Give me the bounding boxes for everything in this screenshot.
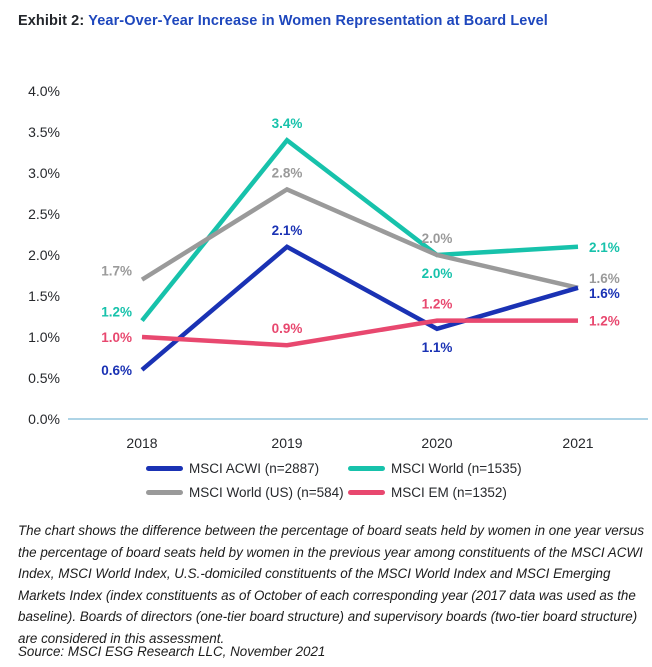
- series-line-3: [141, 318, 578, 348]
- series-line-2: [140, 186, 579, 290]
- chart-footnote: The chart shows the difference between t…: [18, 523, 645, 646]
- source-note: Source: MSCI ESG Research LLC, November …: [18, 644, 326, 659]
- exhibit-title-text: Year-Over-Year Increase in Women Represe…: [88, 13, 548, 29]
- y-tick-label: 3.0%: [28, 165, 60, 181]
- y-tick-label: 1.5%: [28, 288, 60, 304]
- point-label: 2.0%: [422, 266, 453, 281]
- point-label: 2.8%: [272, 165, 303, 180]
- series-line-0: [140, 244, 579, 372]
- series-line-1: [140, 137, 579, 323]
- point-label: 2.0%: [422, 231, 453, 246]
- point-label: 3.4%: [272, 116, 303, 131]
- line-chart: 4.0% 3.5% 3.0% 2.5% 2.0% 1.5% 1.0% 0.5% 0.0% 2018…: [28, 83, 648, 451]
- x-tick-label: 2021: [562, 435, 593, 451]
- point-label: 1.6%: [589, 286, 620, 301]
- exhibit-number: Exhibit 2:: [18, 13, 85, 29]
- y-tick-label: 4.0%: [28, 83, 60, 99]
- point-label: 1.2%: [589, 314, 620, 329]
- point-label: 1.6%: [589, 271, 620, 286]
- page-title: Exhibit 2: Year-Over-Year Increase in Wom…: [18, 13, 548, 29]
- x-tick-label: 2018: [126, 435, 157, 451]
- legend-item-msci-acwi: MSCI ACWI (n=2887): [146, 461, 348, 476]
- y-tick-label: 0.5%: [28, 370, 60, 386]
- legend-item-msci-world-us: MSCI World (US) (n=584): [146, 485, 348, 500]
- x-tick-label: 2020: [421, 435, 452, 451]
- legend-swatch-msci-world: [348, 466, 385, 471]
- legend-item-msci-world: MSCI World (n=1535): [348, 461, 522, 476]
- point-label: 0.9%: [272, 321, 303, 336]
- point-label: 2.1%: [272, 223, 303, 238]
- point-label: 2.1%: [589, 240, 620, 255]
- y-tick-label: 1.0%: [28, 329, 60, 345]
- y-tick-label: 3.5%: [28, 124, 60, 140]
- legend-label: MSCI World (n=1535): [391, 461, 522, 476]
- legend-swatch-msci-em: [348, 490, 385, 495]
- point-label: 1.7%: [101, 264, 132, 279]
- y-tick-label: 0.0%: [28, 411, 60, 427]
- x-tick-label: 2019: [271, 435, 302, 451]
- y-tick-label: 2.5%: [28, 206, 60, 222]
- point-label: 1.1%: [422, 340, 453, 355]
- chart-legend: MSCI ACWI (n=2887) MSCI World (n=1535) M…: [146, 461, 522, 500]
- legend-item-msci-em: MSCI EM (n=1352): [348, 485, 522, 500]
- legend-label: MSCI EM (n=1352): [391, 485, 507, 500]
- legend-swatch-msci-acwi: [146, 466, 183, 471]
- y-tick-label: 2.0%: [28, 247, 60, 263]
- point-label: 1.2%: [101, 305, 132, 320]
- point-label: 1.2%: [422, 297, 453, 312]
- point-label: 0.6%: [101, 363, 132, 378]
- legend-label: MSCI ACWI (n=2887): [189, 461, 320, 476]
- point-label: 1.0%: [101, 330, 132, 345]
- legend-label: MSCI World (US) (n=584): [189, 485, 344, 500]
- legend-swatch-msci-world-us: [146, 490, 183, 495]
